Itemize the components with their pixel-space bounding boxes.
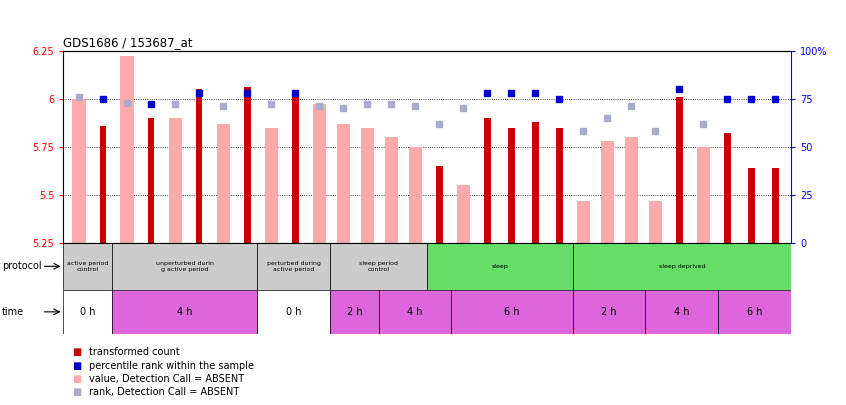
- Text: 6 h: 6 h: [504, 307, 519, 317]
- Bar: [63, 290, 112, 334]
- Bar: [577, 201, 590, 243]
- Bar: [649, 201, 662, 243]
- Bar: [645, 290, 718, 334]
- Text: 4 h: 4 h: [674, 307, 689, 317]
- Bar: [337, 124, 349, 243]
- Bar: [330, 290, 379, 334]
- Bar: [100, 126, 107, 243]
- Bar: [168, 118, 182, 243]
- Bar: [484, 118, 491, 243]
- Text: ■: ■: [72, 388, 81, 397]
- Text: ■: ■: [72, 347, 81, 357]
- Text: ■: ■: [72, 361, 81, 371]
- Bar: [257, 290, 330, 334]
- Bar: [724, 133, 731, 243]
- Bar: [73, 99, 85, 243]
- Text: 4 h: 4 h: [177, 307, 192, 317]
- Text: 4 h: 4 h: [408, 307, 423, 317]
- Bar: [508, 128, 514, 243]
- Text: sleep deprived: sleep deprived: [658, 264, 706, 269]
- Bar: [452, 290, 573, 334]
- Text: 2 h: 2 h: [347, 307, 362, 317]
- Bar: [409, 147, 422, 243]
- Text: 6 h: 6 h: [747, 307, 762, 317]
- Bar: [312, 104, 326, 243]
- Bar: [112, 243, 257, 290]
- Bar: [217, 124, 230, 243]
- Text: 0 h: 0 h: [286, 307, 301, 317]
- Bar: [148, 118, 155, 243]
- Bar: [556, 128, 563, 243]
- Bar: [385, 137, 398, 243]
- Text: sleep period
control: sleep period control: [360, 261, 398, 272]
- Text: active period
control: active period control: [67, 261, 108, 272]
- Bar: [624, 137, 638, 243]
- Text: value, Detection Call = ABSENT: value, Detection Call = ABSENT: [89, 374, 244, 384]
- Bar: [244, 87, 250, 243]
- Text: protocol: protocol: [2, 261, 41, 271]
- Text: unperturbed durin
g active period: unperturbed durin g active period: [156, 261, 214, 272]
- Bar: [330, 243, 427, 290]
- Bar: [379, 290, 452, 334]
- Text: percentile rank within the sample: percentile rank within the sample: [89, 361, 254, 371]
- Text: 0 h: 0 h: [80, 307, 96, 317]
- Text: transformed count: transformed count: [89, 347, 179, 357]
- Bar: [112, 290, 257, 334]
- Text: sleep: sleep: [492, 264, 508, 269]
- Text: 2 h: 2 h: [602, 307, 617, 317]
- Bar: [360, 128, 374, 243]
- Bar: [601, 141, 614, 243]
- Text: rank, Detection Call = ABSENT: rank, Detection Call = ABSENT: [89, 388, 239, 397]
- Bar: [697, 147, 710, 243]
- Bar: [292, 95, 299, 243]
- Bar: [748, 168, 755, 243]
- Text: ■: ■: [72, 374, 81, 384]
- Bar: [573, 243, 791, 290]
- Bar: [436, 166, 442, 243]
- Bar: [427, 243, 573, 290]
- Bar: [676, 97, 683, 243]
- Text: perturbed during
active period: perturbed during active period: [266, 261, 321, 272]
- Bar: [195, 89, 202, 243]
- Bar: [265, 128, 277, 243]
- Text: GDS1686 / 153687_at: GDS1686 / 153687_at: [63, 36, 193, 49]
- Bar: [772, 168, 779, 243]
- Bar: [718, 290, 791, 334]
- Bar: [532, 122, 539, 243]
- Bar: [120, 56, 134, 243]
- Bar: [257, 243, 330, 290]
- Bar: [573, 290, 645, 334]
- Text: time: time: [2, 307, 24, 317]
- Bar: [63, 243, 112, 290]
- Bar: [457, 185, 470, 243]
